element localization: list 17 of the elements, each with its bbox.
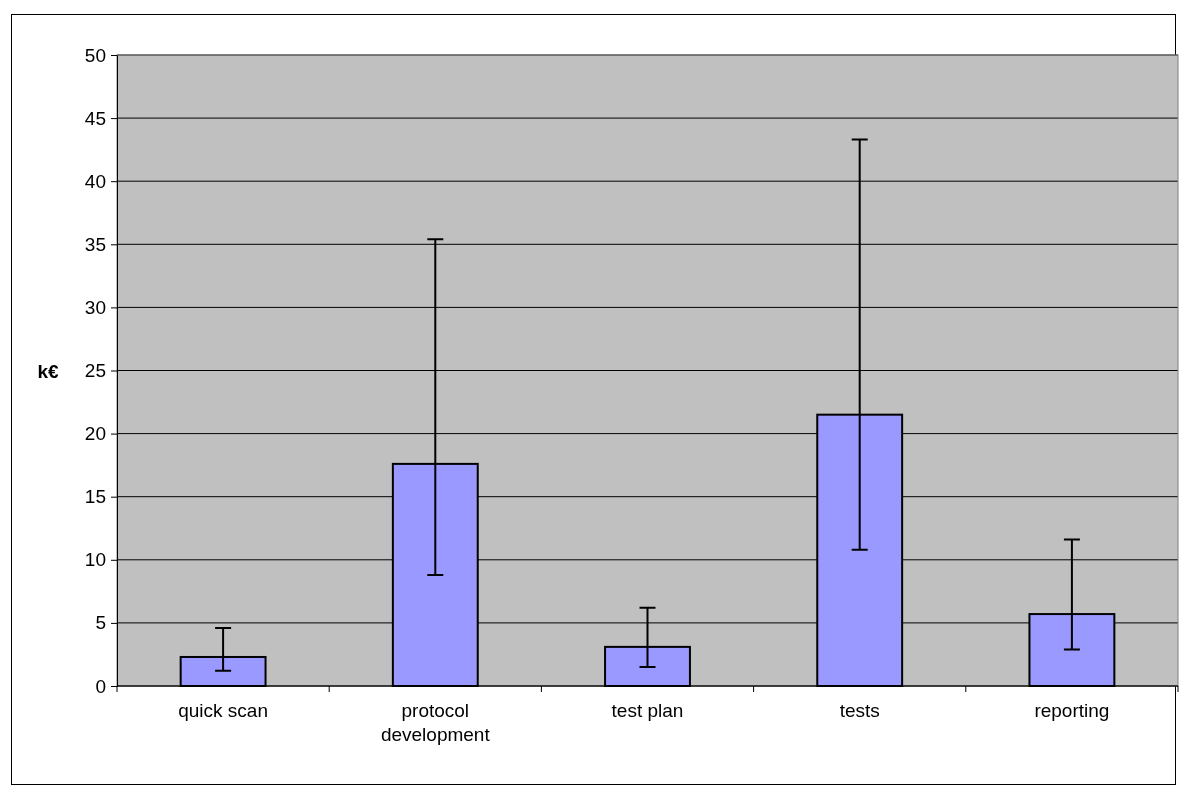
x-tick-label: protocol development [380,700,491,745]
y-tick-label: 20 [84,423,106,445]
y-axis-title: k€ [37,360,59,382]
x-tick-label: test plan [611,700,684,721]
y-tick-label: 25 [84,360,106,382]
x-tick-label: tests [839,700,880,721]
y-tick-label: 15 [84,486,106,508]
y-tick-label: 40 [84,170,106,192]
y-tick-label: 45 [84,107,106,129]
y-tick-label: 5 [95,612,106,634]
y-tick-label: 10 [84,549,106,571]
y-tick-label: 0 [95,675,106,697]
x-tick-label: reporting [1034,700,1110,721]
y-tick-label: 35 [84,233,106,255]
y-tick-label: 30 [84,296,106,318]
x-tick-label: quick scan [178,700,268,721]
y-tick-label: 50 [84,44,106,66]
